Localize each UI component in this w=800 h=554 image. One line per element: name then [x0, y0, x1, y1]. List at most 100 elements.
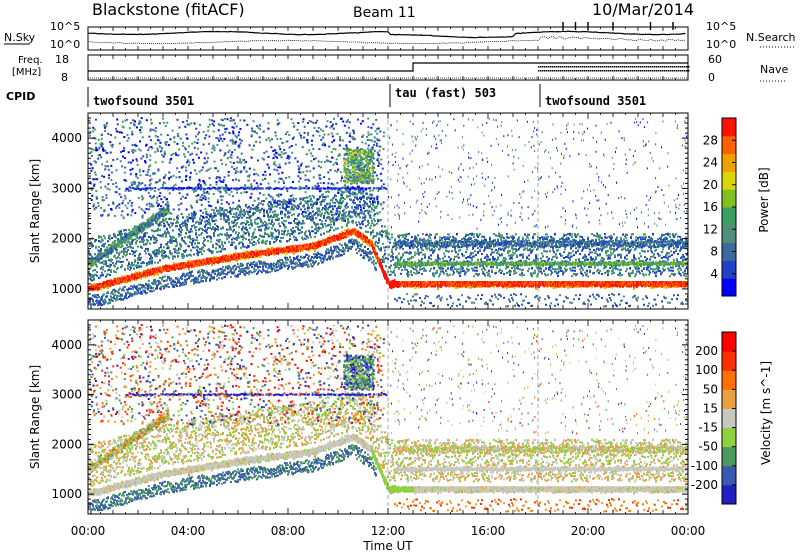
power-cell: [264, 264, 266, 267]
power-cell: [238, 226, 240, 229]
power-cell: [131, 294, 133, 297]
power-cell: [276, 238, 278, 241]
power-cell: [196, 239, 198, 242]
power-cell: [116, 296, 118, 299]
power-cell: [163, 222, 165, 225]
power-cell: [170, 222, 172, 224]
power-cell: [90, 304, 92, 307]
power-cell: [196, 281, 198, 284]
power-cell: [127, 246, 129, 249]
power-cell: [144, 250, 146, 253]
power-cell: [92, 299, 94, 302]
power-cell: [184, 278, 186, 281]
power-cell: [347, 214, 349, 217]
power-cell: [206, 276, 208, 279]
power-cell: [165, 217, 167, 220]
power-cell: [156, 287, 158, 290]
power-cell: [319, 218, 321, 221]
power-cell: [140, 265, 142, 268]
power-cell: [262, 265, 264, 268]
power-cell: [351, 211, 353, 214]
power-cell: [331, 214, 333, 216]
power-cell: [278, 230, 280, 233]
power-cell: [110, 292, 112, 295]
power-cell: [180, 245, 182, 248]
power-cell: [151, 229, 153, 232]
power-cell: [179, 242, 181, 245]
power-cell: [164, 232, 166, 235]
power-cell: [222, 248, 224, 251]
power-cell: [210, 240, 212, 243]
power-cell: [98, 302, 100, 305]
nave-dot: [658, 66, 660, 68]
power-cell: [96, 296, 98, 299]
power-cell: [126, 281, 128, 284]
power-cell: [100, 236, 102, 238]
power-cell: [202, 229, 204, 231]
power-cell: [346, 190, 348, 193]
power-cell: [201, 248, 203, 251]
power-cell: [101, 271, 103, 274]
power-cell: [179, 281, 181, 284]
power-cell: [248, 273, 250, 276]
power-cell: [267, 271, 269, 274]
power-cell: [169, 235, 171, 237]
power-cell: [136, 232, 138, 235]
power-cell: [181, 255, 183, 258]
power-cell: [158, 249, 160, 252]
power-cell: [185, 222, 187, 225]
power-cell: [320, 233, 322, 236]
nsky-tick-bottom: 10^0: [50, 38, 80, 51]
power-cell: [200, 263, 202, 266]
power-cell: [149, 225, 151, 228]
power-cell: [104, 285, 106, 288]
power-cell: [283, 219, 285, 222]
power-cell: [166, 232, 168, 235]
power-cell: [324, 257, 326, 260]
power-cell: [220, 217, 222, 220]
power-cell: [159, 276, 161, 279]
nave-dot: [538, 70, 540, 72]
power-cell: [273, 215, 275, 218]
power-cell: [243, 231, 245, 234]
power-cell: [205, 230, 207, 233]
power-cell: [268, 253, 270, 256]
power-cell: [190, 254, 192, 257]
power-cell: [199, 248, 201, 251]
power-cell: [278, 233, 280, 236]
power-cell: [113, 233, 115, 235]
power-cell: [312, 230, 314, 233]
power-cell: [331, 205, 333, 208]
power-cell: [273, 267, 275, 270]
power-cell: [154, 278, 156, 281]
power-cell: [144, 290, 146, 293]
nave-dot: [684, 66, 686, 68]
power-cell: [103, 293, 105, 296]
power-cell: [218, 234, 220, 237]
power-cell: [199, 227, 201, 230]
power-cell: [328, 223, 330, 226]
power-cell: [162, 218, 164, 221]
power-cell: [296, 239, 298, 242]
power-cell: [286, 240, 288, 243]
power-cell: [332, 256, 334, 259]
power-cell: [134, 260, 136, 263]
power-cell: [230, 269, 232, 272]
power-cell: [99, 276, 101, 279]
power-cell: [200, 222, 202, 225]
power-cell: [274, 213, 276, 216]
power-cell: [184, 224, 186, 227]
power-cell: [236, 265, 238, 268]
power-cell: [314, 255, 316, 258]
power-cell: [203, 237, 205, 239]
nave-dot: [610, 70, 612, 72]
power-cell: [121, 294, 123, 296]
power-cell: [237, 234, 239, 236]
power-cell: [247, 206, 249, 209]
power-cell: [103, 263, 105, 266]
power-cell: [301, 256, 303, 259]
power-cell: [265, 225, 267, 228]
power-cell: [333, 221, 335, 224]
power-cell: [110, 298, 112, 301]
power-cell: [177, 218, 179, 221]
